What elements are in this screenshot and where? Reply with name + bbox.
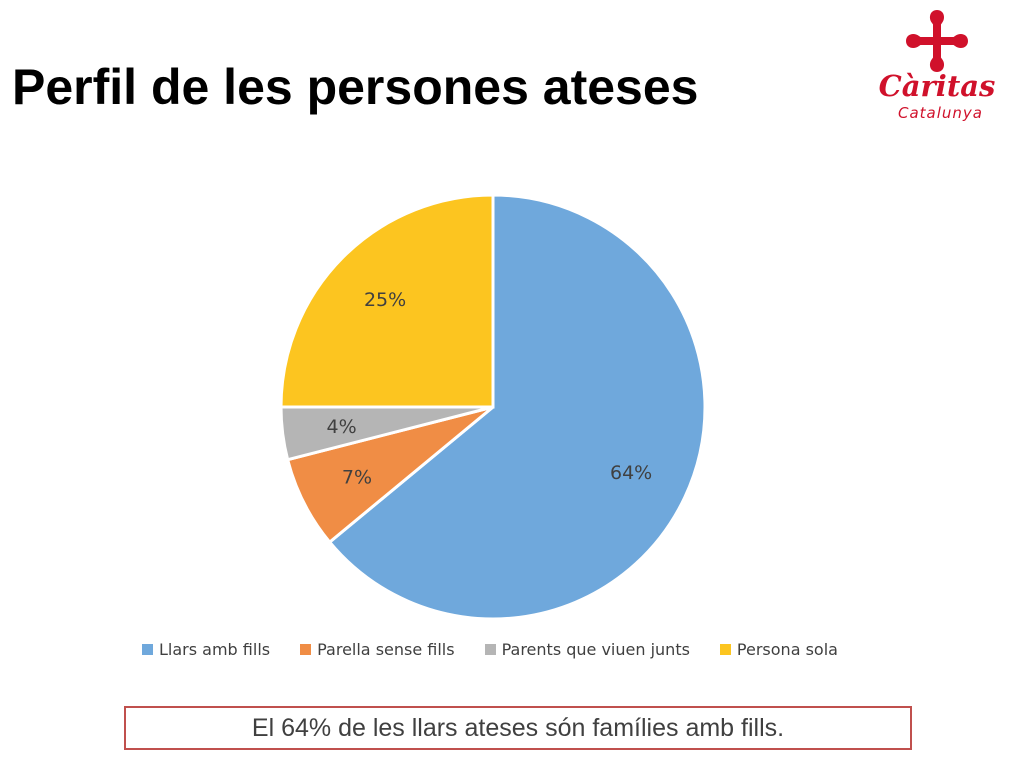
legend-label-2: Parella sense fills <box>317 639 455 659</box>
legend-swatch-1 <box>142 643 153 655</box>
legend-swatch-3 <box>484 643 496 655</box>
legend-item-3: Parents que viuen junts <box>484 639 690 659</box>
pie-slice-label-3: 4% <box>326 416 356 438</box>
legend-label-3: Parents que viuen junts <box>501 639 690 659</box>
pie-slice-label-2: 7% <box>342 466 372 488</box>
pie-slice-label-1: 64% <box>610 462 652 484</box>
legend-label-4: Persona sola <box>736 639 838 659</box>
legend-label-1: Llars amb fills <box>159 639 271 659</box>
pie-chart: 64% 7% 4% 25% <box>279 193 707 621</box>
pie-slice-1 <box>327 193 707 621</box>
legend-swatch-4 <box>719 643 731 655</box>
page-title: Perfil de les persones ateses <box>12 59 699 115</box>
pie-slice-label-4: 25% <box>364 289 406 311</box>
legend-item-4: Persona sola <box>719 639 838 659</box>
pie-chart-svg: 64% 7% 4% 25% <box>279 193 707 621</box>
legend-item-2: Parella sense fills <box>300 639 455 659</box>
caritas-cross-hearts-icon <box>906 10 968 72</box>
logo-wordmark: Càritas <box>878 69 996 103</box>
chart-legend: Llars amb fills Parella sense fills Parent… <box>142 637 902 661</box>
summary-callout: El 64% de les llars ateses són famílies … <box>124 706 912 750</box>
legend-item-1: Llars amb fills <box>142 640 270 659</box>
caritas-logo: Càritas Catalunya <box>862 6 1012 124</box>
legend-swatch-2 <box>300 643 312 655</box>
logo-subtitle: Catalunya <box>898 104 983 122</box>
pie-slice-4 <box>279 193 495 409</box>
